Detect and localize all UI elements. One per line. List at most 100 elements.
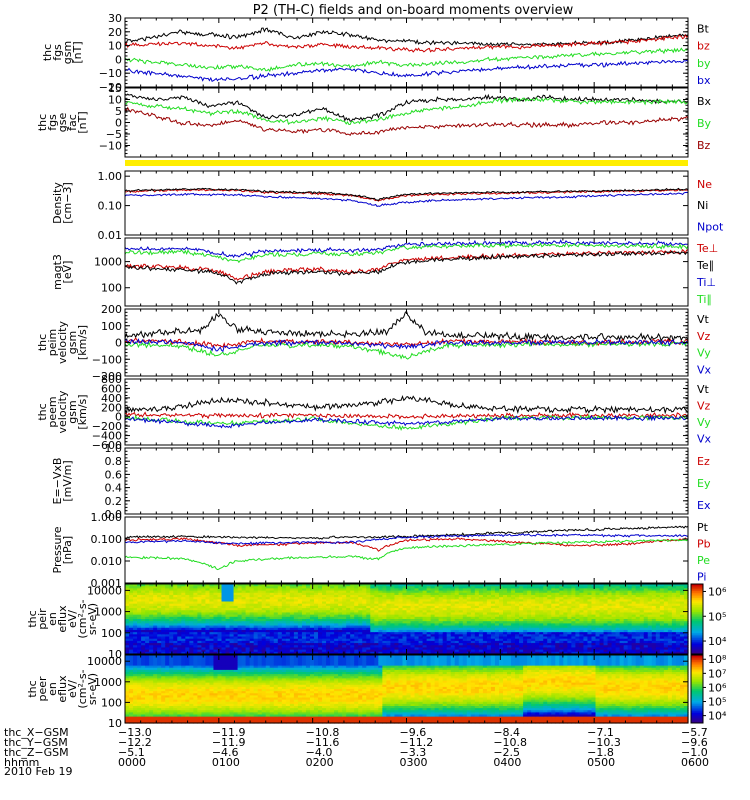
series-fgs-gsm-0 [125,27,688,48]
y-tick-label: 10 [108,94,122,107]
y-axis-label-line: en [46,682,59,696]
y-tick-label: −5 [106,128,122,141]
ephemeris-value: −4.0 [306,746,333,759]
y-tick-label: 0.0 [105,508,123,521]
colorbar-peir-spectrogram: 10⁶ 10⁵ 10⁴ [690,583,727,655]
y-tick-label: 10 [108,717,122,730]
y-axis-label-line: peem [46,396,59,427]
y-tick-label: 200 [101,401,122,414]
legend-efield-2: Ex [697,499,711,512]
date-label: 2010 Feb 19 [4,765,72,778]
y-tick-label: 0 [115,411,122,424]
y-axis-label-line: en [46,612,59,626]
ephemeris-value: −5.7 [681,726,708,739]
y-axis-label-line: thc [36,114,49,131]
y-axis-label-line: gsm [66,400,79,423]
ephemeris-value: −11.9 [212,726,246,739]
colorbar-tick-label: 10⁵ [708,696,726,709]
ephemeris-value: −10.8 [493,736,527,749]
y-tick-label: 10000 [87,584,122,597]
legend-peem-velocity-2: Vy [697,416,711,429]
ephemeris-value: −11.9 [212,736,246,749]
y-axis-label-line: eflux [56,605,69,633]
ephemeris-value: −1.0 [681,746,708,759]
legend-peim-velocity-0: Vt [697,313,710,326]
panel-density: 1.00 0.10 0.01 Density[cm−3] Ne Ni Npot [51,170,724,242]
y-tick-label: 100 [101,320,122,333]
y-axis-label-line: thc [36,403,49,420]
ephemeris-value: −4.6 [212,746,239,759]
y-axis-label-line: (cm²-s- [76,669,89,708]
y-axis-label-line: thc [36,334,49,351]
y-axis-label: magt3[eV] [51,254,74,290]
ephemeris-value: −13.0 [118,726,152,739]
y-axis-label-line: fac [66,114,79,131]
y-tick-label: 800 [101,373,122,386]
y-tick-label: 15 [108,82,122,95]
y-axis-label-line: (cm²-s- [76,599,89,638]
legend-fgs-gse-fac-1: By [697,117,712,130]
y-axis-label-line: thc [26,680,39,697]
y-axis-label-line: [nT] [76,111,89,133]
series-pressure-3 [125,533,688,546]
y-axis-label-line: E=−VxB [51,458,64,505]
y-tick-label: −10 [99,140,122,153]
ephemeris-value: 0200 [306,756,334,769]
y-axis-label-line: sr-eV) [86,673,99,705]
y-tick-label: 0.8 [105,455,123,468]
legend-temperature-0: Te⊥ [696,242,718,255]
figure-title: P2 (TH-C) fields and on-board moments ov… [253,3,574,18]
y-tick-label: 0.2 [105,495,123,508]
ephemeris-value: 0500 [587,756,615,769]
y-axis-label-line: [km/s] [76,325,89,360]
ephemeris-value: 0600 [681,756,709,769]
ephemeris-table: thc_X−GSM −13.0 −11.9 −10.8 −9.6 −8.4 −7.1 −5.7… [4,726,709,769]
colorbar-tick-label: 10⁵ [708,610,726,623]
y-tick-label: 0.10 [98,200,123,213]
legend-fgs-gse-fac-0: Bx [697,95,712,108]
y-axis-label-line: fgs [51,44,64,61]
y-tick-label: 10 [108,40,122,53]
y-tick-label: 100 [101,696,122,709]
legend-fgs-gsm-1: bz [697,40,710,53]
panel-peir-spectrogram: 10⁶ 10⁵ 10⁴ 10000 1000 100 10 thcpeirenefluxeV/… [26,583,727,661]
y-axis-label-line: peir [36,608,49,630]
ephemeris-value: 0000 [118,756,146,769]
ephemeris-value: 0100 [212,756,240,769]
y-tick-label: 0 [115,53,122,66]
y-axis-label: Density[cm−3] [51,182,74,224]
y-tick-label: 0.100 [91,533,123,546]
legend-efield-1: Ey [697,477,711,490]
ephemeris-row-label: thc_Z−GSM [4,746,69,759]
series-temperature-2 [125,239,688,259]
series-pressure-0 [125,525,688,540]
legend-density-2: Npot [697,220,724,233]
y-axis-label-line: [eV] [61,261,74,284]
legend-peim-velocity-3: Vx [697,363,712,376]
y-axis-label-line: peim [46,329,59,357]
panel-frame [124,447,689,515]
spectrogram-cells [125,584,689,655]
y-axis-label-line: eflux [56,675,69,703]
y-tick-label: 1.000 [91,511,123,524]
y-axis-label-line: gsm [61,41,74,64]
legend-temperature-3: Ti∥ [696,293,712,306]
y-tick-label: 0.01 [98,229,123,242]
y-tick-label: −20 [99,81,122,94]
ephemeris-value: −11.6 [306,736,340,749]
y-tick-label: 100 [101,627,122,640]
ephemeris-value: −10.8 [306,726,340,739]
series-fgs-gse-fac-0 [125,93,688,122]
colorbar-tick-label: 10⁸ [708,653,727,666]
y-tick-label: 5 [115,105,122,118]
legend-peem-velocity-3: Vx [697,432,712,445]
y-tick-label: 0.010 [91,555,123,568]
y-tick-label: 0.6 [105,468,123,481]
panel-frame [124,87,689,158]
legend-efield-0: Ez [697,455,710,468]
ephemeris-value: −2.5 [493,746,520,759]
